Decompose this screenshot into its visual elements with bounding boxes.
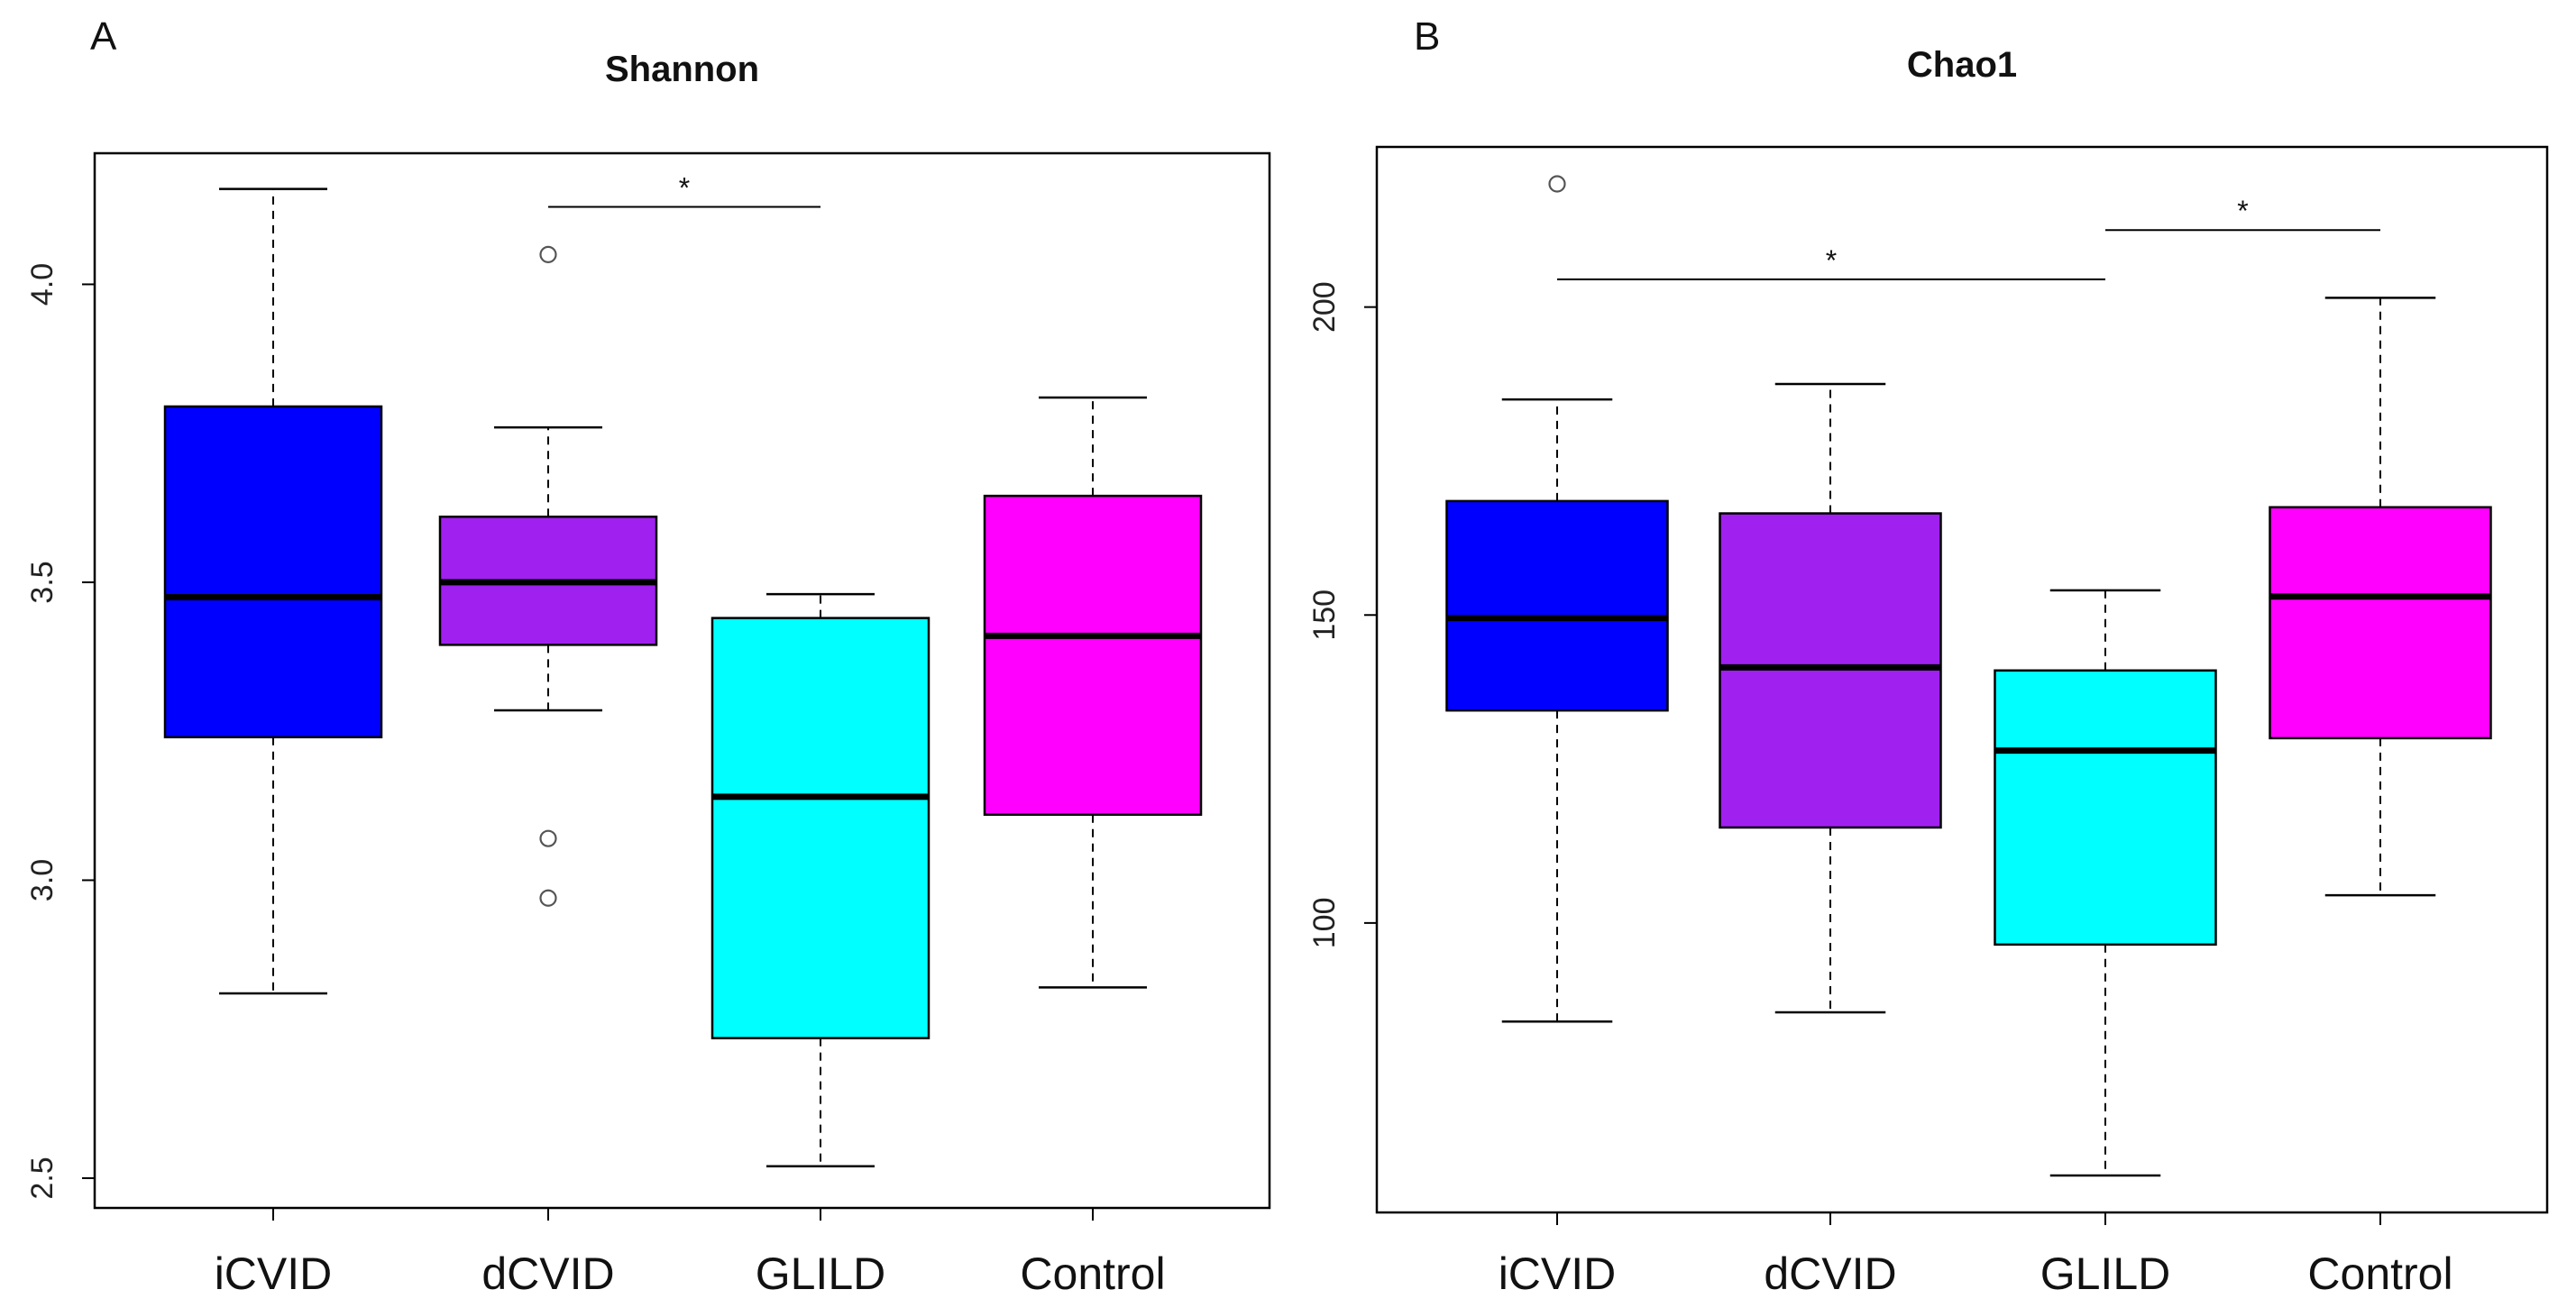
shannon-control-box [983, 494, 1203, 816]
chao1-category-label: Control [2307, 1249, 2452, 1299]
chao1-significance-star: * [1826, 244, 1837, 277]
shannon-icvid-box [163, 405, 383, 739]
shannon-chart-title: Shannon [605, 50, 759, 89]
chao1-y-tick-label: 200 [1307, 281, 1342, 333]
chao1-plot-frame [1375, 145, 2549, 1214]
shannon-category-label: GLILD [756, 1249, 886, 1299]
chao1-panel: B Chao1 100 150 200 iCVID dCVID GLILD Control * * [1307, 14, 2549, 1299]
shannon-dcvid-outlier [539, 245, 557, 263]
shannon-panel: A Shannon 2.5 3.0 3.5 4.0 iCVID dCVID GLILD Contr… [25, 14, 1271, 1299]
shannon-glild-box [710, 617, 930, 1039]
shannon-significance-star: * [679, 171, 690, 204]
chao1-y-tick-label: 100 [1307, 898, 1342, 949]
chao1-icvid-outlier [1548, 175, 1566, 193]
shannon-y-tick-label: 3.0 [25, 859, 60, 901]
shannon-y-tick-label: 3.5 [25, 561, 60, 603]
chao1-category-label: iCVID [1499, 1249, 1617, 1299]
chao1-y-tick-label: 150 [1307, 590, 1342, 641]
chao1-icvid-box [1445, 499, 1669, 712]
chao1-chart-title: Chao1 [1907, 45, 2017, 85]
chao1-category-label: dCVID [1764, 1249, 1896, 1299]
shannon-category-label: iCVID [215, 1249, 333, 1299]
shannon-dcvid-outlier [539, 829, 557, 847]
shannon-y-tick-label: 4.0 [25, 263, 60, 306]
shannon-plot-frame [93, 151, 1271, 1210]
shannon-dcvid-outlier [539, 889, 557, 907]
shannon-category-label: Control [1020, 1249, 1165, 1299]
shannon-y-tick-label: 2.5 [25, 1157, 60, 1199]
chao1-significance-star: * [2237, 195, 2248, 227]
chao1-panel-letter: B [1414, 14, 1440, 59]
chao1-glild-box [1994, 669, 2217, 947]
chao1-control-box [2269, 506, 2492, 740]
shannon-panel-letter: A [90, 14, 117, 59]
chao1-category-label: GLILD [2040, 1249, 2171, 1299]
shannon-category-label: dCVID [481, 1249, 614, 1299]
